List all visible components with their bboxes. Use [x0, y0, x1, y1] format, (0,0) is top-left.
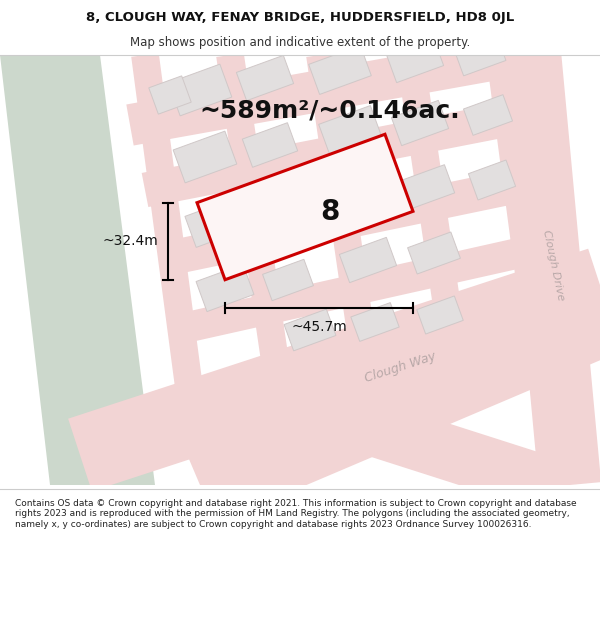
Polygon shape	[263, 259, 313, 301]
Polygon shape	[197, 134, 413, 280]
Polygon shape	[242, 122, 298, 168]
Text: Clough Drive: Clough Drive	[541, 229, 565, 301]
Polygon shape	[168, 64, 232, 116]
Polygon shape	[351, 302, 399, 341]
Polygon shape	[252, 192, 304, 234]
Text: Map shows position and indicative extent of the property.: Map shows position and indicative extent…	[130, 36, 470, 49]
Polygon shape	[308, 46, 371, 94]
Polygon shape	[417, 296, 463, 334]
Text: Contains OS data © Crown copyright and database right 2021. This information is : Contains OS data © Crown copyright and d…	[15, 499, 577, 529]
Text: ~32.4m: ~32.4m	[102, 234, 158, 248]
Text: ~589m²/~0.146ac.: ~589m²/~0.146ac.	[200, 98, 460, 122]
Text: Clough Way: Clough Way	[362, 349, 437, 384]
Text: Clough
Way: Clough Way	[241, 220, 269, 254]
Polygon shape	[173, 131, 237, 183]
Polygon shape	[196, 264, 254, 312]
Polygon shape	[454, 34, 506, 76]
Polygon shape	[319, 106, 382, 154]
Polygon shape	[284, 309, 336, 351]
Text: 8, CLOUGH WAY, FENAY BRIDGE, HUDDERSFIELD, HD8 0JL: 8, CLOUGH WAY, FENAY BRIDGE, HUDDERSFIEL…	[86, 11, 514, 24]
Polygon shape	[407, 232, 460, 274]
Polygon shape	[463, 94, 512, 136]
Polygon shape	[391, 101, 449, 146]
Polygon shape	[386, 38, 443, 82]
Polygon shape	[469, 160, 515, 200]
Polygon shape	[400, 165, 455, 209]
Polygon shape	[330, 171, 390, 219]
Text: ~45.7m: ~45.7m	[291, 320, 347, 334]
Polygon shape	[149, 76, 191, 114]
Polygon shape	[185, 199, 245, 248]
Polygon shape	[236, 56, 293, 101]
Polygon shape	[340, 238, 397, 282]
Text: 8: 8	[320, 198, 340, 226]
Polygon shape	[0, 55, 155, 485]
